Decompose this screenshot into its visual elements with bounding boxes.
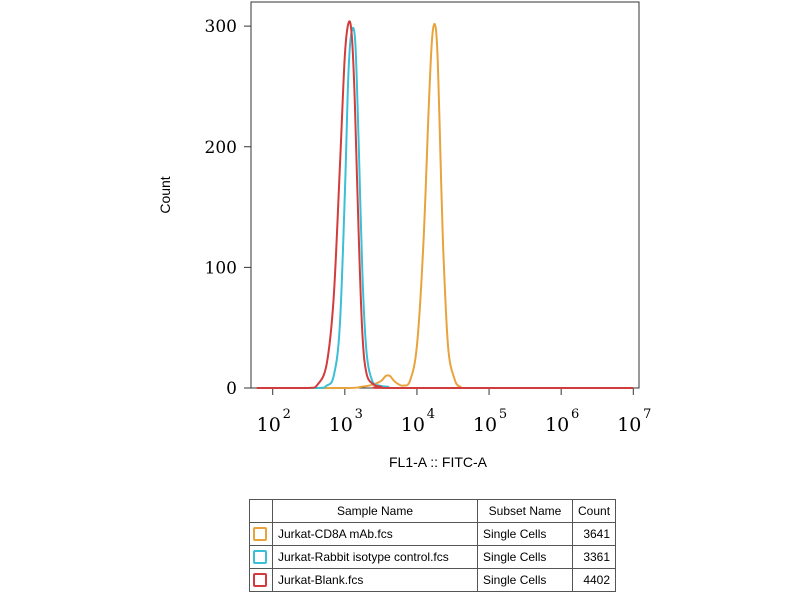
x-tick-exponent: 3 xyxy=(355,407,363,422)
series-line-jurkat-cd8a-mab-fcs xyxy=(256,22,634,390)
legend-row: Jurkat-Rabbit isotype control.fcs Single… xyxy=(249,545,617,569)
legend-swatch-header xyxy=(249,499,273,523)
x-tick-label: 10 xyxy=(473,414,497,436)
legend-row: Jurkat-CD8A mAb.fcs Single Cells 3641 xyxy=(249,522,617,546)
y-axis-ticks: 0 100 200 300 xyxy=(205,17,251,399)
series-line-jurkat-blank-fcs xyxy=(256,20,634,389)
legend-sample-name: Jurkat-CD8A mAb.fcs xyxy=(272,522,478,546)
legend-count: 3641 xyxy=(571,522,617,546)
y-tick-label: 0 xyxy=(226,379,237,399)
legend-header-row: Sample Name Subset Name Count xyxy=(249,499,617,523)
x-axis-label: FL1-A :: FITC-A xyxy=(389,454,488,470)
x-tick-exponent: 6 xyxy=(571,407,579,422)
legend-sample-name: Jurkat-Rabbit isotype control.fcs xyxy=(272,545,478,569)
legend-sample-name: Jurkat-Blank.fcs xyxy=(272,568,478,592)
legend-count: 3361 xyxy=(571,545,617,569)
y-tick-label: 100 xyxy=(205,258,237,278)
legend-swatch-cyan xyxy=(253,550,267,565)
x-tick-exponent: 2 xyxy=(283,407,291,422)
x-tick-exponent: 4 xyxy=(427,407,435,422)
legend-row: Jurkat-Blank.fcs Single Cells 4402 xyxy=(249,568,617,592)
legend-header-subset: Subset Name xyxy=(477,499,573,523)
x-tick-label: 10 xyxy=(257,414,281,436)
legend-swatch-orange xyxy=(253,527,267,542)
x-tick-label: 10 xyxy=(617,414,641,436)
x-tick-label: 10 xyxy=(401,414,425,436)
legend-swatch-cell xyxy=(249,522,273,546)
x-axis-ticks: 10 2 10 3 10 4 10 5 10 6 10 7 xyxy=(257,388,651,436)
legend-subset-name: Single Cells xyxy=(477,522,573,546)
legend-header-count: Count xyxy=(571,499,617,523)
plot-frame xyxy=(250,1,640,389)
x-tick-label: 10 xyxy=(329,414,353,436)
y-tick-label: 300 xyxy=(205,17,237,37)
legend-subset-name: Single Cells xyxy=(477,545,573,569)
legend-subset-name: Single Cells xyxy=(477,568,573,592)
x-tick-label: 10 xyxy=(545,414,569,436)
legend-count: 4402 xyxy=(571,568,617,592)
legend-swatch-cell xyxy=(249,568,273,592)
legend-swatch-cell xyxy=(249,545,273,569)
y-tick-label: 200 xyxy=(205,138,237,158)
sample-legend-table: Sample Name Subset Name Count Jurkat-CD8… xyxy=(249,499,617,592)
series-line-jurkat-rabbit-isotype-control-fcs xyxy=(256,26,634,389)
series-curves xyxy=(256,20,634,390)
y-axis-label: Count xyxy=(157,176,173,213)
x-tick-exponent: 7 xyxy=(643,407,651,422)
x-tick-exponent: 5 xyxy=(499,407,507,422)
legend-header-sample: Sample Name xyxy=(272,499,478,523)
legend-swatch-red xyxy=(253,573,267,588)
